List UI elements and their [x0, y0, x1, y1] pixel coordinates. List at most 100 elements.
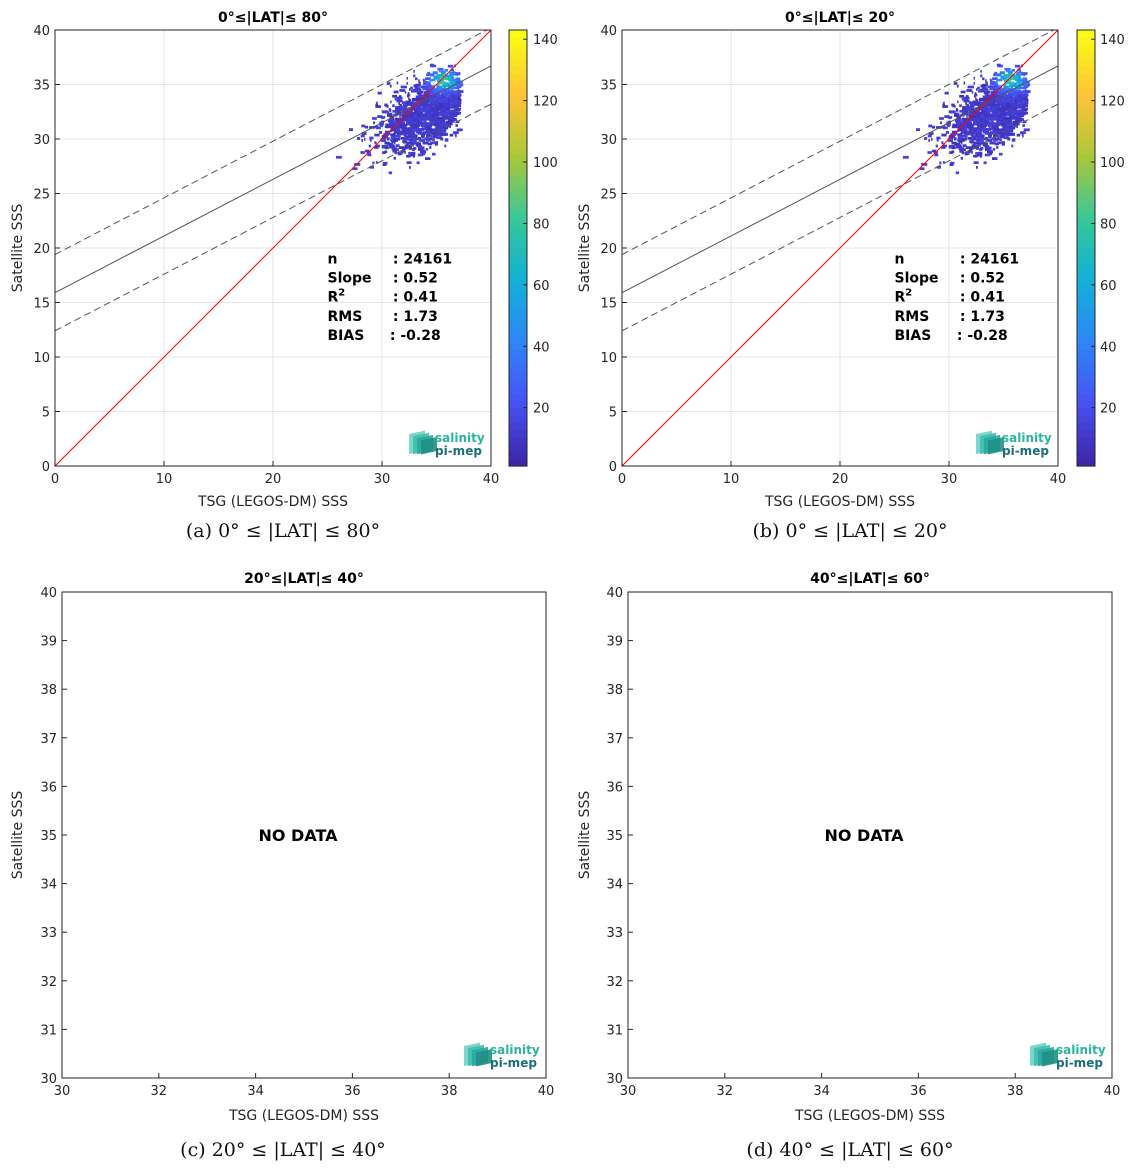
density-cell — [417, 136, 421, 140]
density-cell — [434, 105, 441, 108]
density-cell — [968, 129, 973, 133]
density-cell — [419, 111, 422, 115]
density-cell — [447, 84, 452, 88]
density-cell — [999, 135, 1006, 139]
stat-superscript: 2 — [338, 288, 345, 299]
colorbar-step — [1077, 451, 1095, 460]
density-cell — [447, 95, 451, 98]
density-cell — [985, 81, 988, 85]
density-cell — [363, 138, 366, 141]
density-cell — [400, 124, 405, 128]
colorbar-step — [509, 175, 527, 184]
density-cell — [1010, 100, 1012, 103]
density-cell — [390, 128, 397, 132]
density-cell — [1014, 64, 1021, 68]
density-cell — [1009, 126, 1016, 130]
density-cell — [998, 152, 1003, 156]
density-cell — [1022, 124, 1025, 127]
density-cell — [395, 144, 400, 147]
density-cell — [454, 108, 457, 112]
figure-caption: (d) 40° ≤ |LAT| ≤ 60° — [746, 1139, 953, 1161]
stat-value: : 0.52 — [960, 270, 1005, 286]
colorbar-step — [509, 233, 527, 242]
colorbar-step — [509, 306, 527, 314]
density-cell — [957, 133, 963, 137]
density-cell — [986, 111, 989, 115]
x-tick-label: 36 — [344, 1084, 361, 1099]
x-tick-label: 38 — [441, 1084, 458, 1099]
density-cell — [454, 133, 457, 136]
density-cell — [441, 114, 447, 118]
x-tick-label: 36 — [910, 1084, 927, 1099]
density-cell — [1019, 131, 1026, 134]
density-cell — [951, 150, 955, 154]
density-cell — [436, 119, 439, 123]
colorbar-step — [509, 204, 527, 213]
density-cell — [387, 112, 393, 116]
density-cell — [434, 142, 438, 146]
density-cell — [426, 115, 430, 119]
density-cell — [405, 100, 410, 104]
density-cell — [392, 109, 396, 113]
density-cell — [418, 88, 422, 92]
density-cell — [372, 161, 375, 165]
x-tick-label: 20 — [832, 472, 849, 487]
density-cell — [983, 126, 986, 130]
density-cell — [425, 93, 428, 97]
logo-wave-icon — [476, 1049, 492, 1067]
y-axis-label: Satellite SSS — [577, 204, 593, 293]
density-cell — [403, 140, 408, 144]
density-cell — [970, 129, 977, 133]
density-cell — [445, 120, 450, 124]
density-cell — [939, 117, 944, 120]
colorbar-step — [1077, 80, 1095, 89]
density-cell — [995, 108, 1000, 111]
density-cell — [1003, 122, 1006, 126]
density-cell — [390, 129, 393, 132]
density-cell — [433, 72, 436, 75]
density-cell — [430, 121, 434, 125]
density-cell — [966, 89, 973, 92]
density-cell — [965, 105, 970, 109]
colorbar-step — [1077, 386, 1095, 394]
density-cell — [990, 93, 995, 96]
colorbar-step — [509, 458, 527, 467]
density-cell — [409, 120, 413, 123]
density-cell — [991, 157, 998, 160]
colorbar-tick-label: 100 — [1100, 156, 1125, 171]
chart-title: 20°≤|LAT|≤ 40° — [244, 571, 364, 587]
density-cell — [404, 126, 408, 130]
density-cell — [986, 119, 990, 122]
y-tick-label: 33 — [40, 926, 57, 941]
colorbar-step — [509, 298, 527, 307]
density-cell — [934, 153, 939, 157]
density-cell — [978, 98, 981, 102]
colorbar-step — [509, 80, 527, 89]
density-cell — [958, 137, 962, 141]
density-cell — [1010, 116, 1016, 120]
density-cell — [1005, 134, 1009, 138]
density-cell — [985, 79, 987, 82]
colorbar-step — [1077, 320, 1095, 329]
stat-label: BIAS — [328, 328, 365, 344]
density-cell — [989, 86, 996, 90]
density-cell — [408, 151, 413, 155]
density-cell — [449, 86, 456, 90]
density-cell — [1005, 105, 1011, 109]
colorbar-step — [509, 37, 527, 46]
colorbar-step — [509, 291, 527, 300]
density-cell — [413, 118, 416, 122]
density-cell — [1015, 104, 1021, 107]
plot-area — [628, 592, 1112, 1078]
density-cell — [941, 133, 947, 137]
fit-line — [622, 65, 1058, 294]
density-cell — [1023, 94, 1028, 98]
y-tick-label: 38 — [40, 683, 57, 698]
colorbar-step — [509, 131, 527, 140]
density-cell — [398, 119, 404, 123]
density-cell — [395, 128, 401, 131]
density-cell — [382, 151, 386, 154]
density-cell — [989, 99, 996, 103]
density-cell — [427, 82, 431, 85]
density-cell — [998, 132, 1002, 136]
